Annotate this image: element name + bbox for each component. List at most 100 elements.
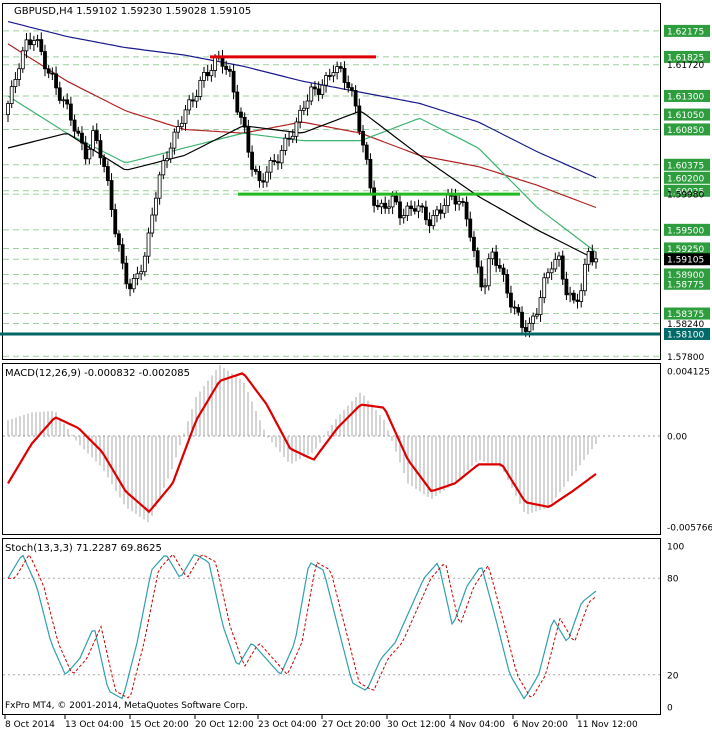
price-tag-bg — [664, 158, 710, 171]
candle-body — [76, 130, 81, 134]
candle-body — [290, 135, 295, 140]
candle-body — [150, 214, 155, 234]
candle-body — [172, 131, 177, 149]
stoch-signal-line — [8, 553, 597, 699]
candle-body — [534, 314, 539, 317]
candle-body — [342, 67, 347, 83]
candle-body — [453, 195, 458, 205]
candle-body — [250, 151, 254, 170]
price-tag-bg — [664, 50, 710, 63]
price-tick-label: 1.59250 — [667, 245, 704, 255]
candle-body — [316, 88, 321, 95]
candle-body — [586, 251, 591, 265]
stoch-main-line — [7, 554, 597, 700]
candle-body — [542, 277, 547, 299]
candle-body — [353, 90, 358, 107]
candle-body — [220, 56, 225, 67]
candle-body — [20, 50, 25, 70]
candle-body — [139, 271, 144, 275]
candle-body — [350, 87, 354, 91]
panel-frame-1 — [2, 363, 661, 535]
candle-body — [505, 274, 510, 294]
candle-body — [224, 65, 229, 70]
macd-tick-label: 0.00 — [667, 433, 687, 443]
macd-title: MACD(12,26,9) -0.000832 -0.002085 — [5, 368, 190, 379]
candle-body — [24, 39, 29, 52]
moving-average-line-2 — [7, 95, 597, 253]
candle-body — [590, 251, 595, 263]
candle-body — [494, 251, 499, 266]
candle-body — [142, 255, 147, 273]
candle-body — [28, 39, 33, 46]
candle-body — [157, 174, 162, 199]
price-tag-bg — [664, 24, 710, 37]
price-tick-label: 1.61300 — [667, 92, 704, 102]
candle-body — [120, 244, 125, 264]
candle-body — [579, 290, 584, 302]
candle-body — [557, 255, 561, 260]
candle-body — [390, 195, 395, 208]
candle-body — [442, 205, 447, 214]
candle-body — [420, 205, 425, 208]
price-tag-bg — [664, 268, 710, 281]
candle-body — [61, 99, 66, 102]
candle-body — [531, 315, 536, 324]
candle-body — [9, 86, 14, 104]
price-tag-bg — [664, 184, 710, 197]
panel-frames — [2, 3, 661, 715]
price-tag-bg — [664, 242, 710, 255]
candle-body — [168, 147, 173, 160]
candle-body — [520, 311, 524, 328]
moving-average-line-1 — [7, 43, 597, 209]
candle-body — [346, 82, 351, 89]
candle-body — [401, 215, 406, 219]
candle-body — [438, 209, 443, 214]
price-tag-bg — [664, 253, 710, 266]
level-lines[interactable] — [0, 55, 660, 336]
candle-body — [331, 72, 336, 77]
candle-body — [372, 187, 377, 206]
candle-body — [512, 306, 517, 309]
candle-body — [131, 278, 136, 290]
candle-body — [235, 91, 240, 113]
time-axis-label: 13 Oct 04:00 — [65, 720, 124, 730]
candle-body — [427, 219, 432, 227]
price-tag-bg — [664, 327, 710, 340]
candle-body — [490, 251, 495, 260]
candle-body — [594, 258, 598, 263]
candle-body — [194, 96, 199, 102]
candle-body — [231, 70, 236, 93]
candle-body — [460, 201, 465, 203]
candle-body — [383, 202, 388, 209]
candle-body — [257, 171, 262, 182]
stoch-tick-label: 0 — [667, 704, 673, 714]
candle-body — [287, 137, 291, 140]
candle-body — [31, 40, 36, 46]
candle-body — [564, 278, 569, 296]
macd-indicator — [3, 365, 660, 523]
candle-body — [105, 166, 110, 181]
candle-body — [479, 266, 484, 288]
candle-body — [183, 109, 188, 124]
candle-body — [113, 209, 118, 235]
price-tick-label: 1.59500 — [667, 226, 704, 236]
candle-body — [83, 142, 88, 160]
candle-body — [43, 51, 47, 70]
price-tick-label: 1.58775 — [667, 280, 704, 290]
candle-body — [527, 322, 532, 332]
candle-body — [313, 86, 317, 90]
candle-body — [553, 259, 558, 270]
candle-body — [50, 72, 55, 75]
candle-body — [416, 205, 421, 212]
candle-body — [91, 130, 95, 150]
price-tag-bg — [664, 307, 710, 320]
candle-body — [412, 208, 417, 212]
candle-body — [176, 126, 181, 133]
candle-body — [242, 116, 247, 128]
candle-body — [523, 327, 528, 332]
candle-body — [80, 132, 84, 144]
candle-body — [6, 103, 10, 115]
price-tag-bg — [664, 123, 710, 136]
